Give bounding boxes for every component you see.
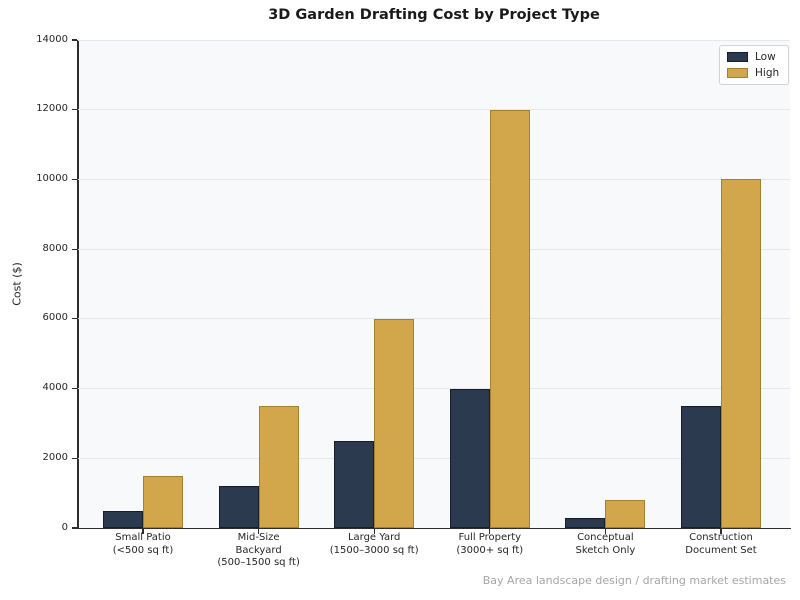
legend-label-high: High [755, 67, 780, 79]
y-tick-mark [72, 387, 77, 390]
gridline [78, 109, 790, 111]
x-tick-mark [720, 529, 722, 534]
legend: Low High [719, 45, 790, 85]
gridline [78, 318, 790, 320]
plot-area [78, 40, 790, 528]
y-axis-spine [77, 40, 79, 529]
y-tick-mark [72, 248, 77, 250]
legend-item-low: Low [727, 51, 779, 63]
x-tick-mark [373, 529, 375, 534]
x-tick-mark [604, 529, 606, 534]
gridline [78, 457, 790, 459]
x-tick-mark [142, 529, 144, 534]
y-tick-label: 8000 [42, 242, 68, 254]
x-tick-label: Large Yard (1500–3000 sq ft) [329, 532, 419, 556]
bar-low-3 [334, 440, 375, 528]
bar-low-2 [218, 486, 259, 528]
y-tick-mark [72, 527, 77, 529]
y-tick-mark [72, 457, 77, 459]
bar-low-1 [103, 510, 143, 528]
x-tick-mark [489, 529, 491, 534]
y-tick-label: 12000 [36, 103, 68, 115]
x-tick-label: Mid-Size Backyard (500–1500 sq ft) [217, 532, 300, 568]
x-tick-label: Construction Document Set [685, 532, 757, 556]
gridline [78, 178, 790, 180]
x-tick-label: Conceptual Sketch Only [575, 532, 636, 556]
legend-swatch-low [727, 52, 748, 62]
y-tick-label: 4000 [42, 382, 68, 394]
y-tick-mark [72, 318, 77, 320]
bar-high-5 [605, 500, 646, 528]
y-tick-label: 14000 [36, 33, 68, 45]
chart-title: 3D Garden Drafting Cost by Project Type [268, 7, 600, 23]
legend-label-low: Low [755, 51, 776, 63]
gridline [78, 388, 790, 390]
y-tick-label: 2000 [42, 451, 68, 463]
bar-high-4 [489, 109, 530, 528]
gridline [78, 248, 790, 250]
y-tick-label: 6000 [42, 312, 68, 324]
bar-low-6 [681, 406, 721, 528]
bar-high-1 [143, 475, 183, 528]
x-tick-label: Small Patio (<500 sq ft) [112, 532, 174, 556]
y-tick-mark [72, 39, 77, 41]
y-tick-label: 10000 [36, 172, 68, 184]
y-tick-mark [72, 109, 77, 111]
y-tick-mark [72, 178, 77, 181]
legend-swatch-high [727, 68, 748, 78]
x-tick-mark [258, 529, 260, 534]
legend-item-high: High [727, 67, 779, 79]
y-tick-label: 0 [61, 521, 68, 533]
source-caption: Bay Area landscape design / drafting mar… [482, 574, 786, 587]
bar-high-2 [258, 406, 299, 528]
y-axis-title: Cost ($) [10, 262, 24, 306]
x-axis-spine [77, 527, 791, 529]
bar-high-3 [374, 318, 415, 528]
gridline [78, 39, 790, 41]
bar-high-6 [721, 179, 761, 528]
x-tick-label: Full Property (3000+ sq ft) [456, 532, 524, 556]
bar-low-5 [565, 517, 606, 528]
bar-low-4 [449, 388, 490, 528]
